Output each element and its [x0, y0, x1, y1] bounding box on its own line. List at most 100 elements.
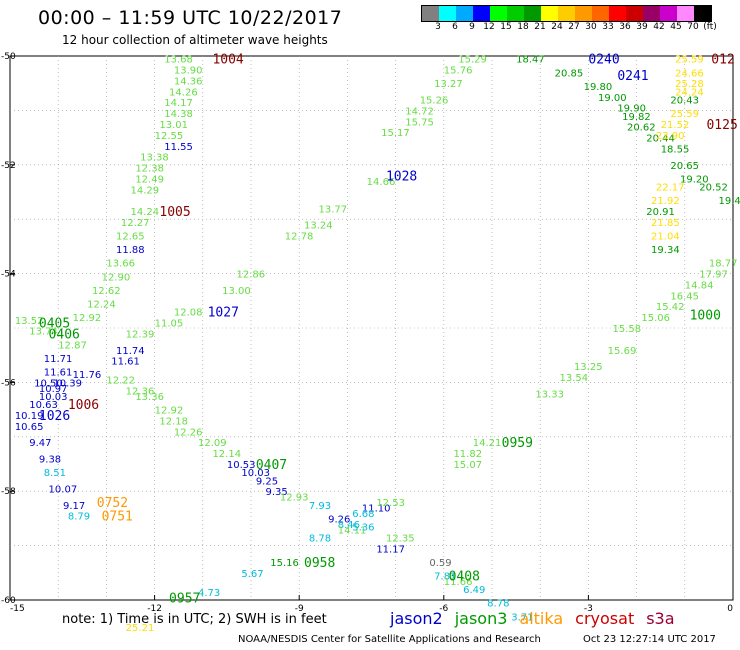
- colorbar-swatch: [439, 6, 456, 21]
- wave-reading: 7.81: [434, 572, 456, 583]
- wave-reading: 20.91: [646, 207, 675, 218]
- pass-time-label: 0125: [706, 118, 737, 133]
- colorbar-swatch: [575, 6, 592, 21]
- wave-reading: 20.52: [699, 183, 728, 194]
- wave-reading: 9.38: [39, 455, 61, 466]
- colorbar-label: 12: [483, 22, 495, 32]
- wave-reading: 21.52: [661, 120, 690, 131]
- wave-reading: 25.59: [670, 109, 699, 120]
- pass-time-label: 1026: [39, 409, 70, 424]
- y-tick-label: -60: [1, 596, 16, 606]
- wave-reading: 16.45: [670, 291, 699, 302]
- wave-reading: 14.84: [685, 280, 714, 291]
- wave-reading: 11.76: [73, 370, 102, 381]
- wave-reading: 4.73: [198, 588, 220, 599]
- pass-time-label: 0959: [502, 436, 533, 451]
- wave-reading: 13.36: [135, 392, 164, 403]
- wave-reading: 18.55: [661, 144, 690, 155]
- wave-reading: 10.03: [39, 392, 68, 403]
- pass-time-label: 0957: [169, 591, 200, 606]
- wave-reading: 15.75: [405, 117, 434, 128]
- wave-reading: 10.39: [53, 378, 82, 389]
- wave-reading: 12.86: [237, 270, 266, 281]
- wave-reading: 8.78: [309, 533, 331, 544]
- wave-reading: 8.79: [68, 512, 90, 523]
- wave-reading: 15.06: [641, 313, 670, 324]
- wave-reading: 9.47: [29, 438, 51, 449]
- wave-reading: 13.68: [164, 55, 193, 66]
- x-tick-label: -3: [584, 604, 593, 614]
- wave-reading: 12.92: [73, 313, 102, 324]
- wave-reading: 19.34: [651, 245, 680, 256]
- wave-reading: 19.90: [617, 104, 646, 115]
- wave-reading: 20.44: [646, 134, 675, 145]
- wave-reading: 24.24: [675, 87, 704, 98]
- wave-reading: 12.92: [155, 406, 184, 417]
- y-tick-label: -52: [1, 161, 16, 171]
- x-tick-label: -12: [147, 604, 162, 614]
- wave-reading: 11.61: [44, 368, 73, 379]
- wave-reading: 10.07: [49, 484, 78, 495]
- wave-reading: 12.62: [92, 286, 121, 297]
- wave-reading: 13.25: [574, 362, 603, 373]
- wave-reading: 12.08: [174, 308, 203, 319]
- wave-reading: 5.67: [241, 569, 263, 580]
- pass-time-label: 0752: [97, 496, 128, 511]
- colorbar-swatch: [456, 6, 473, 21]
- colorbar-swatch: [626, 6, 643, 21]
- wave-reading: 20.43: [670, 96, 699, 107]
- wave-reading: 25.28: [675, 79, 704, 90]
- wave-reading: 12.38: [135, 164, 164, 175]
- wave-reading: 13.24: [304, 221, 333, 232]
- wave-reading: 12.55: [155, 131, 184, 142]
- legend-entry: s3a: [646, 609, 675, 628]
- wave-reading: 15.42: [656, 302, 685, 313]
- wave-reading: 25.21: [126, 623, 155, 634]
- wave-reading: 14.11: [338, 525, 367, 536]
- wave-reading: 12.22: [106, 376, 135, 387]
- wave-reading: 13.77: [318, 204, 347, 215]
- legend-entry: jason2: [390, 609, 443, 628]
- pass-time-label: 0751: [102, 510, 133, 525]
- wave-reading: 12.09: [198, 438, 227, 449]
- colorbar-swatch: [643, 6, 660, 21]
- colorbar-label: 33: [602, 22, 614, 32]
- wave-reading: 13.66: [106, 259, 135, 270]
- wave-reading: 13.01: [159, 120, 188, 131]
- wave-reading: 12.18: [159, 416, 188, 427]
- wave-reading: 24.66: [675, 68, 704, 79]
- wave-reading: 12.27: [121, 218, 150, 229]
- legend-entry: cryosat: [575, 609, 635, 628]
- colorbar-label: 42: [653, 22, 665, 32]
- units-note: note: 1) Time is in UTC; 2) SWH is in fe…: [62, 612, 327, 627]
- pass-time-label: 0405: [39, 317, 70, 332]
- wave-reading: 12.53: [376, 498, 405, 509]
- wave-reading: 9.26: [328, 514, 350, 525]
- wave-reading: 11.10: [362, 504, 391, 515]
- wave-reading: 8.51: [44, 468, 66, 479]
- wave-reading: 9.17: [63, 501, 85, 512]
- wave-reading: 9.25: [256, 476, 278, 487]
- pass-time-label: 0406: [49, 327, 80, 342]
- wave-reading: 10.53: [227, 460, 256, 471]
- wave-reading: 19.46: [719, 196, 740, 207]
- wave-reading: 14.66: [367, 177, 396, 188]
- wave-reading: 14.72: [405, 106, 434, 117]
- colorbar-swatch: [677, 6, 694, 21]
- colorbar-swatch: [490, 6, 507, 21]
- wave-reading: 25.59: [675, 55, 704, 66]
- wave-reading: 15.16: [270, 558, 299, 569]
- wave-reading: 12.36: [126, 387, 155, 398]
- colorbar-label: 27: [568, 22, 580, 32]
- wave-reading: 6.49: [463, 585, 485, 596]
- x-tick-label: -15: [10, 604, 25, 614]
- colorbar-label: (ft): [703, 22, 717, 32]
- wave-reading: 14.21: [473, 438, 502, 449]
- wave-reading: 10.65: [15, 422, 44, 433]
- wave-reading: 13.74: [29, 327, 58, 338]
- pass-time-label: 1006: [68, 398, 99, 413]
- wave-reading: 21.85: [651, 218, 680, 229]
- wave-reading: 18.77: [709, 259, 738, 270]
- colorbar-swatch: [592, 6, 609, 21]
